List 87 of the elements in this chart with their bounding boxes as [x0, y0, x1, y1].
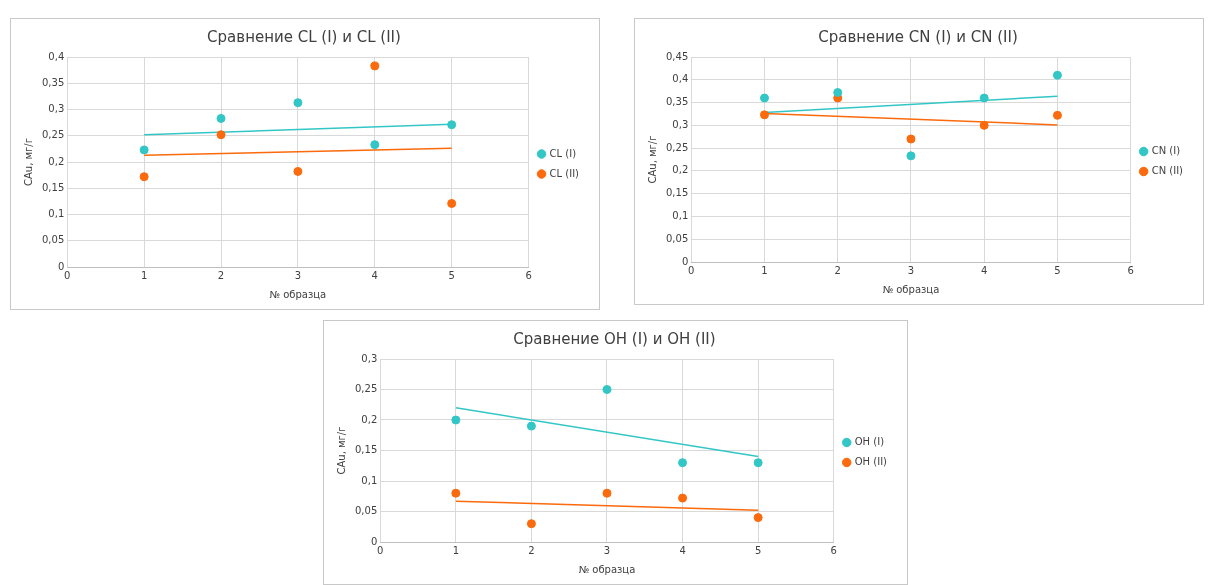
x-tick-label: 4	[679, 544, 686, 556]
x-tick-label: 2	[528, 544, 535, 556]
chart-title: Сравнение OH (I) и OH (II)	[513, 329, 716, 348]
y-tick-label: 0,25	[42, 129, 65, 141]
y-tick-label: 0,05	[42, 234, 65, 246]
point	[526, 519, 536, 529]
y-tick-label: 0,2	[672, 164, 689, 176]
y-tick-label: 0,4	[48, 50, 65, 62]
x-tick-label: 5	[754, 544, 762, 556]
x-tick-label: 6	[1127, 264, 1134, 276]
x-tick-label: 1	[452, 544, 460, 556]
legend-label: OH (I)	[854, 436, 885, 448]
point	[139, 145, 149, 155]
y-tick-label: 0,15	[666, 187, 689, 199]
point	[833, 88, 843, 98]
y-tick-label: 0,05	[355, 505, 378, 517]
point	[906, 151, 916, 161]
chart-title: Сравнение CN (I) и CN (II)	[818, 27, 1018, 46]
y-tick-label: 0,3	[672, 118, 689, 130]
point	[526, 421, 536, 431]
point	[760, 110, 769, 120]
point	[979, 93, 989, 103]
y-axis-title: CAu, мг/г	[22, 138, 34, 186]
x-tick-label: 3	[907, 264, 915, 276]
x-axis-title: № образца	[578, 563, 636, 575]
x-tick-label: 5	[1054, 264, 1061, 276]
point	[602, 385, 612, 394]
point	[447, 120, 457, 130]
x-tick-label: 3	[603, 544, 611, 556]
point	[678, 493, 688, 503]
point	[216, 113, 226, 123]
x-tick-label: 2	[217, 269, 225, 281]
point	[370, 140, 380, 150]
point	[602, 488, 612, 498]
y-tick-label: 0	[370, 535, 378, 547]
x-tick-label: 1	[140, 269, 148, 281]
y-tick-label: 0,25	[355, 383, 378, 395]
point	[760, 93, 769, 103]
y-tick-label: 0,35	[666, 96, 689, 108]
point	[753, 513, 763, 523]
x-tick-label: 3	[294, 269, 302, 281]
y-tick-label: 0,25	[666, 141, 689, 153]
legend-label: OH (II)	[854, 456, 888, 468]
point	[979, 120, 989, 130]
point	[447, 198, 457, 208]
x-tick-label: 6	[830, 544, 837, 556]
y-tick-label: 0,3	[361, 352, 378, 364]
x-tick-label: 1	[761, 264, 768, 276]
point	[293, 166, 303, 176]
point	[216, 130, 226, 140]
y-tick-label: 0,1	[48, 208, 65, 220]
y-tick-label: 0,15	[42, 181, 65, 193]
chart-title: Сравнение CL (I) и CL (II)	[207, 27, 401, 46]
x-tick-label: 5	[448, 269, 455, 281]
point	[753, 458, 763, 468]
y-tick-label: 0,1	[361, 474, 378, 486]
point	[1052, 70, 1062, 80]
point	[678, 458, 688, 468]
y-tick-label: 0,1	[672, 210, 689, 222]
x-tick-label: 6	[525, 269, 532, 281]
x-tick-label: 4	[371, 269, 378, 281]
y-tick-label: 0,2	[361, 413, 378, 425]
legend-label: CL (I)	[549, 147, 577, 159]
y-tick-label: 0,15	[355, 444, 378, 456]
y-tick-label: 0,35	[42, 76, 65, 88]
y-tick-label: 0,4	[672, 73, 689, 85]
point	[139, 172, 149, 182]
y-axis-title: CAu, мг/г	[335, 426, 347, 475]
x-axis-title: № образца	[882, 283, 940, 295]
point	[1052, 110, 1062, 120]
legend-label: CL (II)	[549, 167, 580, 179]
point	[451, 488, 461, 498]
x-tick-label: 2	[834, 264, 841, 276]
point	[293, 98, 303, 108]
y-tick-label: 0	[681, 255, 689, 267]
legend-label: CN (I)	[1151, 145, 1181, 157]
y-tick-label: 0,2	[48, 155, 65, 167]
y-axis-title: CAu, мг/г	[646, 135, 658, 184]
x-tick-label: 4	[981, 264, 988, 276]
y-tick-label: 0,3	[48, 103, 65, 115]
point	[906, 134, 916, 144]
y-tick-label: 0,05	[666, 232, 689, 244]
point	[370, 61, 380, 71]
x-axis-title: № образца	[269, 288, 327, 300]
point	[451, 415, 461, 425]
legend-label: CN (II)	[1151, 165, 1184, 177]
y-tick-label: 0,45	[666, 50, 689, 62]
